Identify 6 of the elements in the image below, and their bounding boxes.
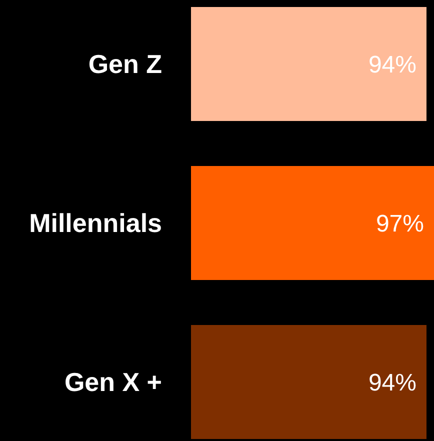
data-label: 94% (368, 369, 416, 396)
data-label: 94% (368, 51, 416, 78)
data-label: 97% (376, 210, 424, 238)
y-tick-label: Millennials (29, 208, 162, 238)
y-tick-label: Gen Z (88, 49, 162, 80)
y-tick-label: Gen X + (64, 367, 162, 398)
